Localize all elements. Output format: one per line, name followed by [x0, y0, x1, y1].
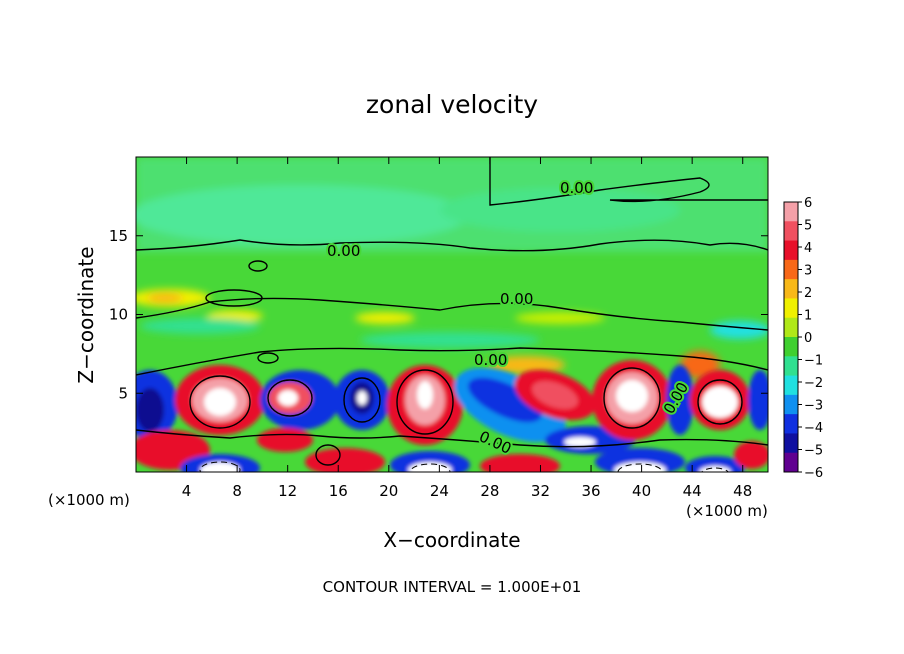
colorbar-swatch	[784, 414, 798, 434]
x-axis-unit-right: (×1000 m)	[686, 502, 768, 520]
colorbar-label: −1	[804, 354, 823, 369]
colorbar-swatch	[784, 259, 798, 280]
x-tick-label: 20	[379, 482, 398, 500]
y-axis-label: Z−coordinate	[74, 246, 98, 383]
colorbar-swatch	[784, 337, 798, 357]
colorbar-label: −2	[804, 376, 823, 391]
colorbar-label: −5	[804, 444, 823, 459]
contour-label: 0.00	[500, 290, 533, 308]
colorbar-label: 0	[804, 331, 812, 346]
x-tick-label: 8	[232, 482, 242, 500]
y-axis: 5 10 15	[109, 227, 768, 402]
x-tick-label: 36	[581, 482, 600, 500]
y-tick-label: 10	[109, 306, 128, 324]
colorbar-label: 3	[804, 264, 812, 279]
x-tick-label: 4	[182, 482, 192, 500]
colorbar-label: 1	[804, 309, 812, 324]
colorbar-label: 5	[804, 219, 812, 234]
x-tick-label: 40	[632, 482, 651, 500]
x-tick-label: 12	[278, 482, 297, 500]
colorbar-label: 6	[804, 196, 812, 211]
colorbar-swatch	[784, 452, 798, 473]
colorbar-swatch	[784, 394, 798, 415]
colorbar-label: −4	[804, 421, 823, 436]
x-axis-label: X−coordinate	[383, 528, 520, 552]
contour-label: 0.00	[560, 179, 593, 197]
x-tick-label: 32	[531, 482, 550, 500]
chart-title: zonal velocity	[366, 90, 538, 119]
contour-label: 0.00	[327, 242, 360, 260]
contour-interval-note: CONTOUR INTERVAL = 1.000E+01	[323, 578, 582, 596]
colorbar-label: −3	[804, 399, 823, 414]
colorbar-swatch	[784, 433, 798, 454]
colorbar-label: 4	[804, 241, 812, 256]
heatmap-field	[136, 157, 768, 472]
colorbar-swatch	[784, 298, 798, 319]
x-tick-label: 24	[430, 482, 449, 500]
y-tick-label: 5	[118, 384, 128, 402]
colorbar-swatch	[784, 375, 798, 396]
x-tick-label: 44	[683, 482, 702, 500]
colorbar-swatch	[784, 317, 798, 338]
x-tick-label: 48	[733, 482, 752, 500]
colorbar-swatch	[784, 202, 798, 222]
colorbar-swatch	[784, 240, 798, 261]
colorbar-swatch	[784, 356, 798, 377]
x-axis-unit-left: (×1000 m)	[48, 491, 130, 509]
colorbar-label: −6	[804, 466, 823, 481]
contour-lines	[136, 157, 768, 466]
y-tick-label: 15	[109, 227, 128, 245]
contour-label: 0.00	[474, 351, 507, 369]
x-tick-label: 28	[480, 482, 499, 500]
colorbar-label: 2	[804, 286, 812, 301]
colorbar-swatch	[784, 279, 798, 299]
colorbar-swatch	[784, 221, 798, 242]
colorbar: 6 5 4 3 2 1 0 −1 −2 −3 −4 −5 −6	[783, 196, 823, 481]
x-axis: 4 8 12 16 20 24 28 32 36 40 44 48	[182, 157, 752, 500]
x-tick-label: 16	[329, 482, 348, 500]
